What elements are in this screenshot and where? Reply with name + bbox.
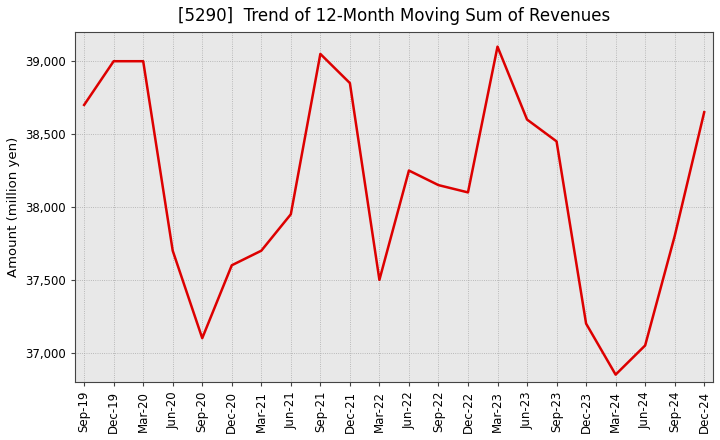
Title: [5290]  Trend of 12-Month Moving Sum of Revenues: [5290] Trend of 12-Month Moving Sum of R…	[178, 7, 611, 25]
Y-axis label: Amount (million yen): Amount (million yen)	[7, 137, 20, 277]
